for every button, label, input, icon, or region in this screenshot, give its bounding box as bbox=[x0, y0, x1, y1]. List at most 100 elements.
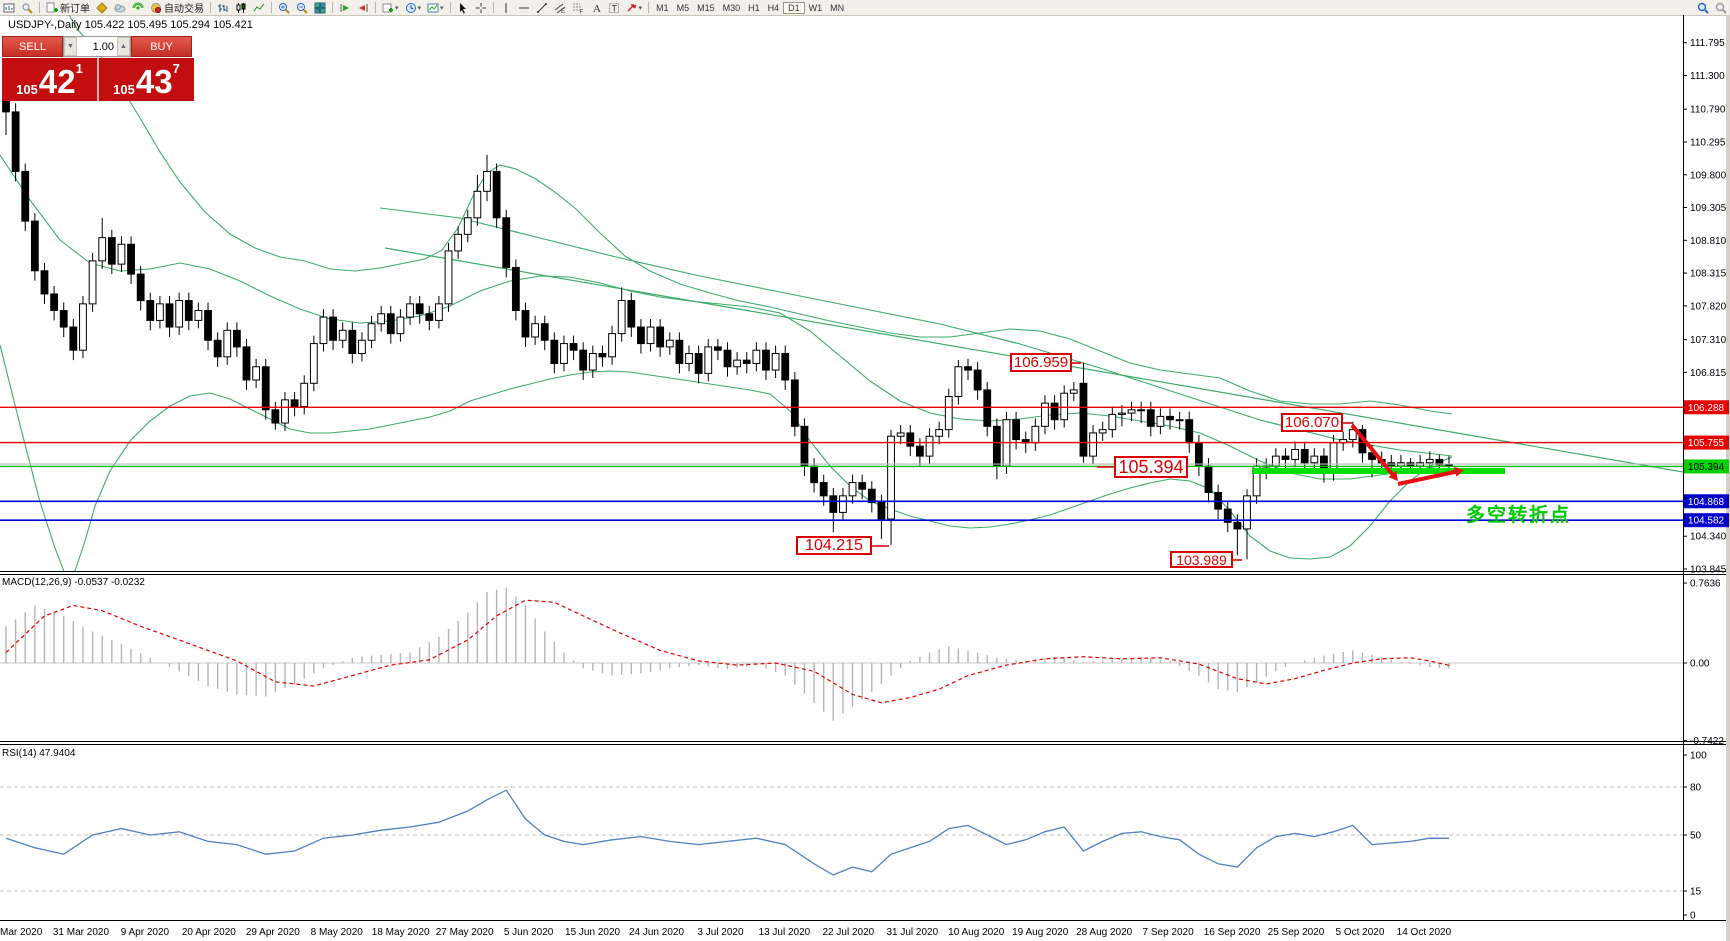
date-label: 22 Jul 2020 bbox=[822, 927, 874, 938]
date-label: 16 Sep 2020 bbox=[1204, 927, 1261, 938]
candle-chart-icon[interactable] bbox=[232, 1, 250, 14]
date-label: 25 Sep 2020 bbox=[1268, 927, 1325, 938]
buy-button[interactable]: BUY bbox=[131, 36, 192, 57]
red-arrow-1[interactable] bbox=[1350, 423, 1398, 481]
buy-quote-prefix: 105 bbox=[113, 82, 135, 97]
date-label: 3 Jul 2020 bbox=[697, 927, 744, 938]
label-icon[interactable]: T bbox=[605, 1, 623, 14]
timeframe-m5-button[interactable]: M5 bbox=[676, 2, 690, 13]
timeframe-m30-button[interactable]: M30 bbox=[722, 2, 741, 13]
price-tick-108.810: 108.810 bbox=[1690, 236, 1727, 247]
profiles-icon[interactable] bbox=[18, 1, 36, 14]
date-label: 24 Jun 2020 bbox=[629, 927, 684, 938]
rsi-tick-100: 100 bbox=[1690, 751, 1707, 762]
volume-increase-button[interactable]: ▲ bbox=[117, 37, 130, 56]
date-label: 27 May 2020 bbox=[436, 927, 494, 938]
price-tick-108.315: 108.315 bbox=[1690, 269, 1727, 280]
volume-decrease-button[interactable]: ▼ bbox=[64, 37, 77, 56]
bollinger-lower bbox=[0, 344, 1453, 571]
toolbar-separator bbox=[332, 2, 333, 13]
price-badge-105.755: 105.755 bbox=[1684, 435, 1729, 450]
macd-pane[interactable] bbox=[0, 587, 1683, 721]
rsi-tick-80: 80 bbox=[1690, 783, 1702, 794]
templates-icon[interactable]: ▾ bbox=[424, 1, 447, 14]
timeframe-mn-button[interactable]: MN bbox=[830, 2, 845, 13]
zoom-in-icon[interactable] bbox=[275, 1, 293, 14]
price-tick-110.295: 110.295 bbox=[1690, 138, 1726, 149]
periods-icon[interactable]: ▾ bbox=[402, 1, 425, 14]
price-badge-label-104.868: 104.868 bbox=[1688, 497, 1725, 508]
auto-scroll-icon[interactable] bbox=[336, 1, 354, 14]
date-label: 8 May 2020 bbox=[311, 927, 364, 938]
navigator-icon[interactable] bbox=[129, 1, 147, 14]
price-axis[interactable]: 106.288 105.755 105.394 104.868 104.582 bbox=[1683, 42, 1729, 570]
hline-icon[interactable] bbox=[515, 1, 533, 14]
text-icon[interactable]: A bbox=[587, 1, 605, 14]
bar-chart-icon[interactable] bbox=[214, 1, 232, 14]
timeframe-m15-button[interactable]: M15 bbox=[697, 2, 715, 13]
timeframe-h4-button[interactable]: H4 bbox=[767, 2, 780, 13]
price-annotation-103989[interactable]: 103.989 bbox=[1170, 551, 1233, 568]
macd-tick-0.00: 0.00 bbox=[1690, 659, 1710, 670]
date-label: 5 Oct 2020 bbox=[1335, 927, 1384, 938]
vline-icon[interactable] bbox=[497, 1, 515, 14]
price-tick-109.305: 109.305 bbox=[1690, 203, 1727, 214]
svg-text:E: E bbox=[561, 9, 565, 14]
main-toolbar: 新订单 自动交易 ▾ ▾ ▾ E F A T ▾ M1 M5 M15 M30 H1 H4 D1 W1 MN bbox=[0, 0, 1730, 16]
price-tick-111.300: 111.300 bbox=[1690, 71, 1725, 82]
new-chart-icon[interactable] bbox=[0, 1, 18, 14]
turning-point-note[interactable]: 多空转折点 bbox=[1466, 505, 1572, 526]
date-label: 14 Oct 2020 bbox=[1397, 927, 1452, 938]
buy-quote[interactable]: 105 43 7 bbox=[99, 58, 194, 101]
price-annotation-104215[interactable]: 104.215 bbox=[796, 536, 872, 555]
indicators-icon[interactable]: ▾ bbox=[379, 1, 402, 14]
tile-windows-icon[interactable] bbox=[311, 1, 329, 14]
timeframe-h1-button[interactable]: H1 bbox=[748, 2, 760, 13]
crosshair-icon[interactable] bbox=[472, 1, 490, 14]
sell-quote-prefix: 105 bbox=[16, 82, 38, 97]
arrows-icon[interactable]: ▾ bbox=[623, 1, 646, 14]
channel-icon[interactable]: E bbox=[551, 1, 569, 14]
new-order-icon[interactable]: 新订单 bbox=[43, 1, 93, 15]
data-window-icon[interactable] bbox=[111, 1, 129, 14]
price-annotation-105394[interactable]: 105.394 bbox=[1114, 456, 1188, 478]
trendline-icon[interactable] bbox=[533, 1, 551, 14]
rsi-pane[interactable] bbox=[0, 786, 1683, 892]
one-click-trade-panel: SELL ▼ 1.00 ▲ BUY 105 42 1 105 43 7 bbox=[2, 36, 194, 101]
sell-quote[interactable]: 105 42 1 bbox=[2, 58, 97, 101]
price-badge-104.868: 104.868 bbox=[1684, 494, 1729, 509]
fibo-icon[interactable]: F bbox=[569, 1, 587, 14]
timeframe-w1-button[interactable]: W1 bbox=[808, 2, 823, 13]
red-arrow-2[interactable] bbox=[1397, 466, 1464, 486]
support-highlight-bar[interactable] bbox=[1252, 468, 1505, 474]
search1-icon[interactable] bbox=[1694, 1, 1712, 14]
price-annotation-106959[interactable]: 106.959 bbox=[1010, 353, 1072, 372]
cursor-icon[interactable] bbox=[454, 1, 472, 14]
main-pane[interactable] bbox=[0, 0, 1683, 574]
chart-shift-icon[interactable] bbox=[354, 1, 372, 14]
price-badge-label-105.755: 105.755 bbox=[1688, 438, 1725, 449]
search2-icon[interactable] bbox=[1712, 1, 1730, 14]
window-edge bbox=[1726, 15, 1730, 941]
price-tick-107.310: 107.310 bbox=[1690, 335, 1727, 346]
toolbar-separator bbox=[648, 2, 650, 13]
zoom-out-icon[interactable] bbox=[293, 1, 311, 14]
timeframe-d1-button[interactable]: D1 bbox=[783, 1, 805, 14]
date-axis[interactable]: 2 Mar 2020 31 Mar 2020 9 Apr 2020 20 Apr 20… bbox=[0, 927, 1452, 938]
market-watch-icon[interactable] bbox=[93, 1, 111, 14]
sell-button[interactable]: SELL bbox=[2, 36, 63, 57]
toolbar-separator bbox=[492, 2, 494, 13]
line-chart-icon[interactable] bbox=[250, 1, 268, 14]
svg-text:A: A bbox=[593, 3, 601, 14]
timeframe-m1-button[interactable]: M1 bbox=[656, 2, 669, 13]
price-annotation-106070[interactable]: 106.070 bbox=[1281, 413, 1343, 432]
long-ma bbox=[379, 207, 1453, 457]
buy-quote-big: 43 bbox=[135, 63, 173, 100]
svg-text:T: T bbox=[611, 3, 617, 13]
volume-input[interactable]: 1.00 bbox=[92, 40, 114, 53]
volume-spinner[interactable]: ▼ 1.00 ▲ bbox=[63, 36, 131, 57]
auto-trading-icon[interactable]: 自动交易 bbox=[147, 1, 207, 15]
toolbar-separator bbox=[449, 2, 451, 13]
rsi-tick-50: 50 bbox=[1690, 831, 1702, 842]
